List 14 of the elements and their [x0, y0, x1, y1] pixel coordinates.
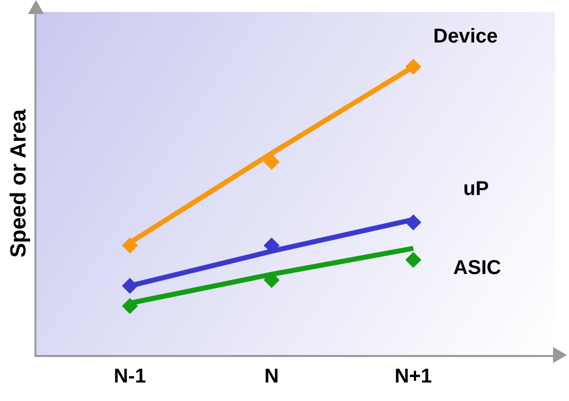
y-axis-title: Speed or Area [5, 108, 30, 258]
series-label: Device [433, 25, 498, 48]
point [405, 252, 422, 268]
point [122, 298, 138, 314]
x-tick-label: N-1 [114, 366, 146, 388]
point [405, 58, 422, 75]
x-tick-label: N+1 [394, 366, 432, 388]
text: uP [463, 178, 489, 200]
x-tick-label: N [264, 366, 279, 388]
text: ASIC [453, 256, 502, 279]
point [264, 154, 280, 170]
point [122, 278, 138, 294]
point [405, 214, 422, 230]
point [122, 237, 138, 254]
